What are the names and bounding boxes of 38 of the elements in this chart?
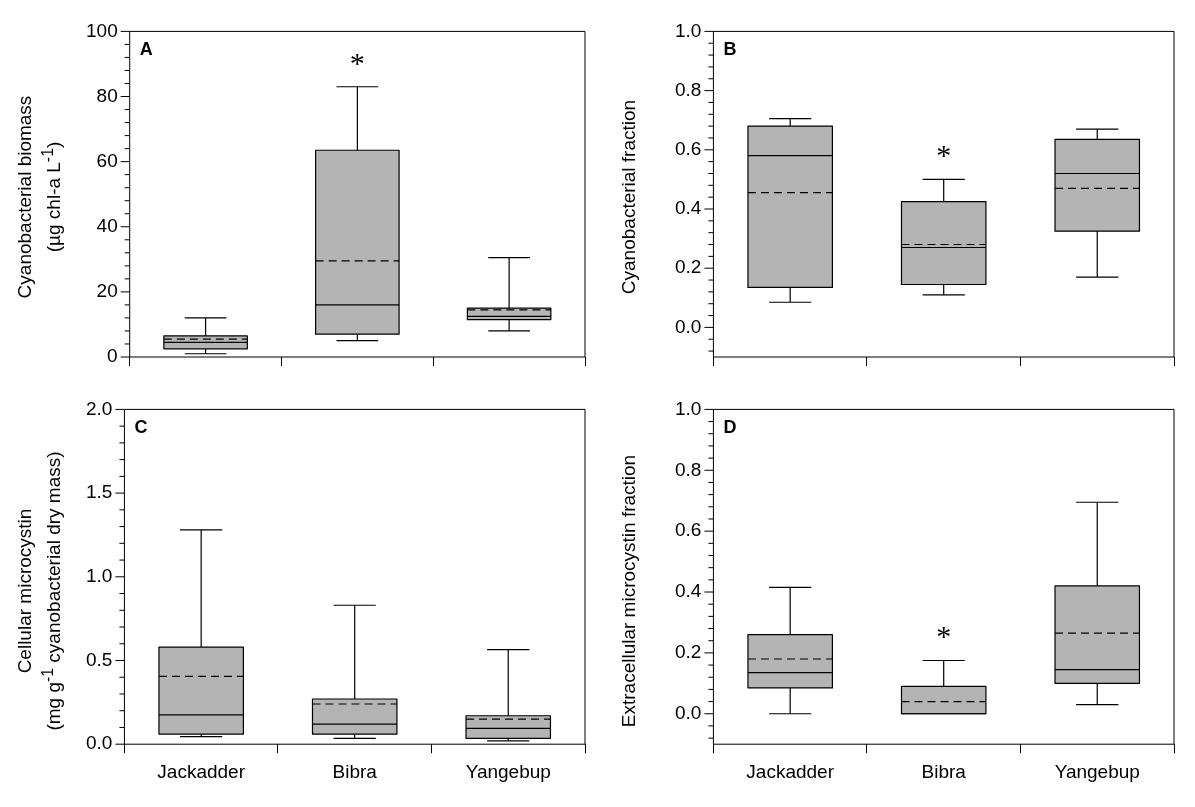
y-tick-label: 0.4 bbox=[674, 580, 702, 602]
annotation: * bbox=[936, 619, 952, 653]
y-tick-label: 1.0 bbox=[85, 565, 113, 587]
x-tick-label: Jackadder bbox=[157, 760, 246, 782]
y-tick-label: 40 bbox=[96, 214, 118, 236]
y-tick-label: 0 bbox=[107, 345, 118, 367]
y-tick-label: 0.0 bbox=[674, 315, 702, 337]
y-tick-label: 1.0 bbox=[674, 397, 702, 419]
y-tick-label: 0.0 bbox=[85, 732, 113, 754]
y-tick-label: 0.0 bbox=[674, 702, 702, 723]
y-tick-label: 0.8 bbox=[674, 78, 702, 100]
y-tick-label: 0.8 bbox=[674, 458, 702, 480]
x-tick-label: Bibra bbox=[921, 760, 967, 782]
annotation: C bbox=[134, 417, 148, 438]
x-tick-label: Yangebup bbox=[1054, 760, 1140, 782]
y-tick-label: 100 bbox=[86, 19, 118, 41]
y-tick-label: 20 bbox=[96, 280, 118, 302]
y-tick-label: 1.5 bbox=[85, 481, 113, 503]
x-tick-label: Yangebup bbox=[465, 760, 551, 782]
annotation: B bbox=[723, 39, 737, 60]
x-tick-label: Jackadder bbox=[746, 760, 835, 782]
y-tick-label: 0.4 bbox=[674, 197, 702, 219]
y-tick-label: 60 bbox=[96, 149, 118, 171]
y-tick-label: 0.6 bbox=[674, 138, 702, 160]
annotation: * bbox=[349, 45, 365, 79]
y-axis-title: Cyanobacterial fraction bbox=[616, 99, 640, 295]
y-tick-label: 0.2 bbox=[674, 256, 702, 278]
y-tick-label: 2.0 bbox=[85, 397, 113, 419]
y-tick-label: 80 bbox=[96, 84, 118, 106]
y-tick-label: 0.5 bbox=[85, 648, 113, 670]
y-tick-label: 0.2 bbox=[674, 641, 702, 663]
y-tick-label: 1.0 bbox=[674, 19, 702, 41]
y-tick-label: 0.6 bbox=[674, 519, 702, 541]
annotation: * bbox=[936, 138, 952, 172]
annotation: A bbox=[139, 39, 153, 60]
x-tick-label: Bibra bbox=[332, 760, 378, 782]
annotation: D bbox=[723, 417, 737, 438]
y-axis-title: Extracellular microcystin fraction bbox=[616, 454, 640, 728]
